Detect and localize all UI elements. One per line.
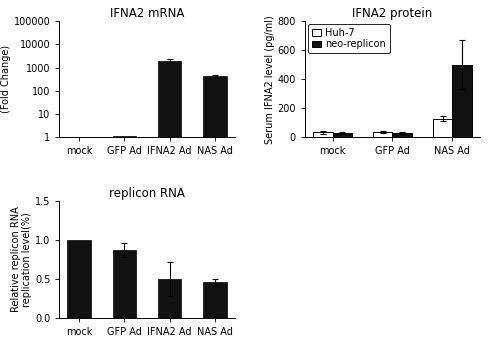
- Bar: [158, 61, 182, 353]
- Y-axis label: Relative IFNA2 mRNA level
(Fold Change): Relative IFNA2 mRNA level (Fold Change): [0, 14, 11, 145]
- Bar: [67, 137, 91, 353]
- Bar: [393, 133, 412, 137]
- Bar: [113, 137, 136, 353]
- Y-axis label: Relative replicon RNA
replication level(%): Relative replicon RNA replication level(…: [10, 207, 32, 312]
- Y-axis label: Serum IFNA2 level (pg/ml): Serum IFNA2 level (pg/ml): [264, 15, 275, 144]
- Title: IFNA2 protein: IFNA2 protein: [352, 7, 433, 20]
- Title: replicon RNA: replicon RNA: [109, 187, 185, 200]
- Bar: [67, 240, 91, 318]
- Legend: Huh-7, neo-replicon: Huh-7, neo-replicon: [308, 24, 390, 53]
- Bar: [373, 132, 393, 137]
- Bar: [158, 279, 182, 318]
- Title: IFNA2 mRNA: IFNA2 mRNA: [110, 7, 184, 20]
- Bar: [452, 65, 472, 137]
- Bar: [203, 76, 227, 353]
- Bar: [313, 132, 333, 137]
- Bar: [203, 282, 227, 318]
- Bar: [113, 250, 136, 318]
- Bar: [433, 119, 452, 137]
- Bar: [333, 133, 352, 137]
